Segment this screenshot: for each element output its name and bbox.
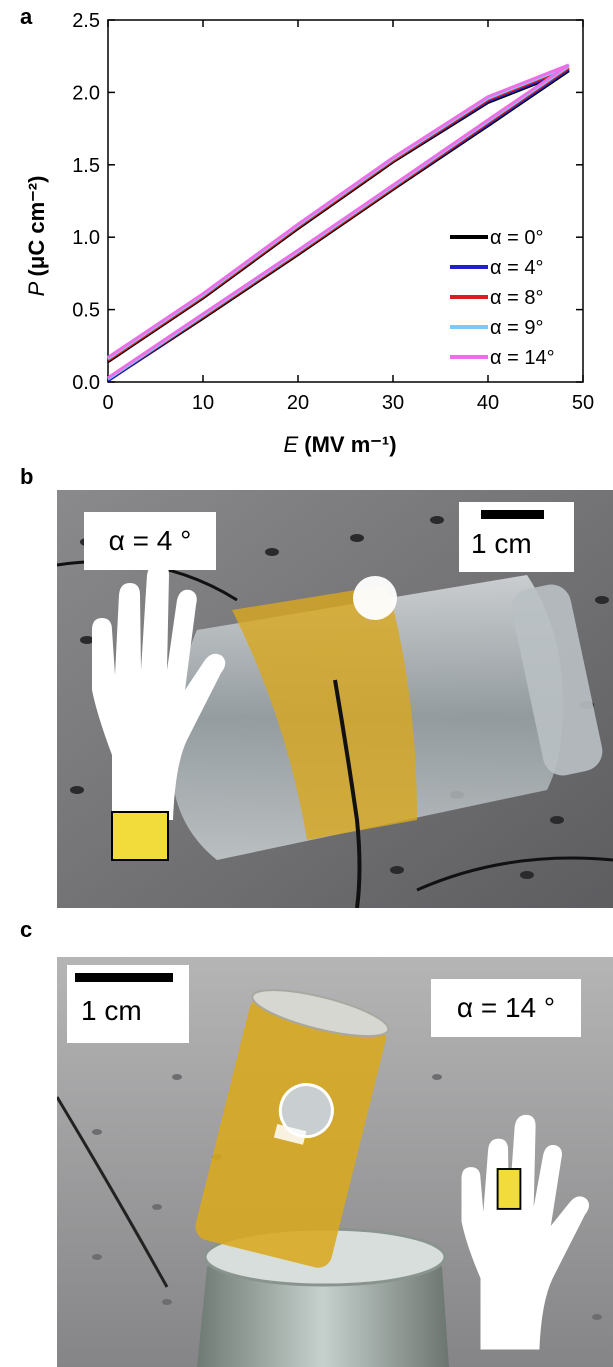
hysteresis-chart: 0 10 20 30 40 500.00.51.01.52.02.5 α = 0°α = … [24, 10, 594, 457]
series-line [107, 63, 570, 379]
angle-label-b: α = 4 ° [84, 512, 216, 570]
scale-box-b: 1 cm [459, 502, 574, 572]
legend-label: α = 9° [490, 317, 543, 339]
x-tick-label: 0 [102, 392, 113, 414]
hand-icon-b [92, 563, 226, 861]
scale-box-c: 1 cm [67, 965, 189, 1043]
y-tick-label: 0.0 [72, 372, 100, 394]
panel-letter-b: b [20, 464, 34, 489]
photo-bottle-sensor: α = 4 ° 1 cm [57, 490, 613, 908]
legend-label: α = 14° [490, 347, 555, 369]
chart-legend: α = 0° α = 4° α = 8° α = 9° α = 14° [450, 227, 555, 369]
x-tick-label: 40 [477, 392, 499, 414]
photo-c-scene [57, 957, 613, 1367]
legend-label: α = 0° [490, 227, 543, 249]
chart-series [107, 63, 570, 382]
photo-vial-sensor: 1 cm α = 14 ° [57, 957, 613, 1367]
scale-label-b: 1 cm [471, 528, 532, 559]
y-tick-label: 2.0 [72, 82, 100, 104]
x-tick-label: 30 [382, 392, 404, 414]
x-axis-label: E (MV m⁻¹) [283, 432, 396, 457]
hand-icon-c [461, 1114, 590, 1350]
angle-label-c: α = 14 ° [431, 979, 581, 1037]
y-tick-label: 1.5 [72, 155, 100, 177]
legend-label: α = 8° [490, 287, 543, 309]
scale-bar-c [75, 973, 173, 982]
scale-bar-b [481, 510, 544, 519]
y-tick-label: 2.5 [72, 10, 100, 32]
legend-label: α = 4° [490, 257, 543, 279]
x-tick-label: 50 [572, 392, 594, 414]
plot-frame [107, 19, 584, 383]
panel-letter-a: a [20, 4, 33, 29]
chart-axes: 0 10 20 30 40 50 0.0 0.5 1.0 1.5 2.0 2.5 [72, 10, 594, 414]
x-tick-label: 10 [192, 392, 214, 414]
panel-letter-c: c [20, 917, 33, 942]
x-tick-label: 20 [287, 392, 309, 414]
y-tick-label: 1.0 [72, 227, 100, 249]
y-tick-label: 0.5 [72, 300, 100, 322]
scale-label-c: 1 cm [81, 995, 142, 1026]
y-axis-label: P (μC cm⁻²) [24, 176, 49, 297]
